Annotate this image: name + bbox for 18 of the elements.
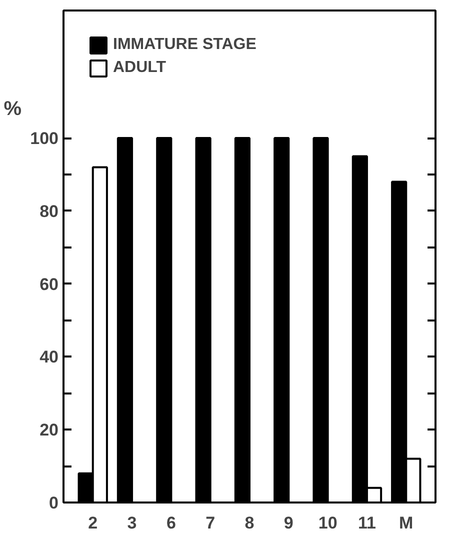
x-tick-label: M (399, 514, 414, 532)
y-tick-label: 60 (40, 274, 59, 294)
y-axis-title: % (4, 98, 22, 120)
x-tick-label: 7 (206, 514, 216, 532)
x-tick-label: 3 (127, 514, 137, 532)
y-tick-label: 20 (40, 420, 59, 440)
x-tick-label: 2 (88, 514, 98, 532)
x-tick-label: 6 (166, 514, 176, 532)
x-tick-label: 9 (284, 514, 294, 532)
x-tick-label: 11 (358, 514, 376, 532)
y-tick-label: 80 (40, 202, 59, 221)
y-tick-label: 100 (30, 129, 59, 148)
x-tick-label: 10 (318, 514, 338, 532)
y-tick-label: 0 (49, 494, 59, 512)
y-tick-label: 40 (40, 348, 59, 367)
legend-label: ADULT (113, 59, 166, 77)
x-tick-label: 8 (244, 514, 254, 532)
legend-label: IMMATURE STAGE (113, 36, 256, 54)
